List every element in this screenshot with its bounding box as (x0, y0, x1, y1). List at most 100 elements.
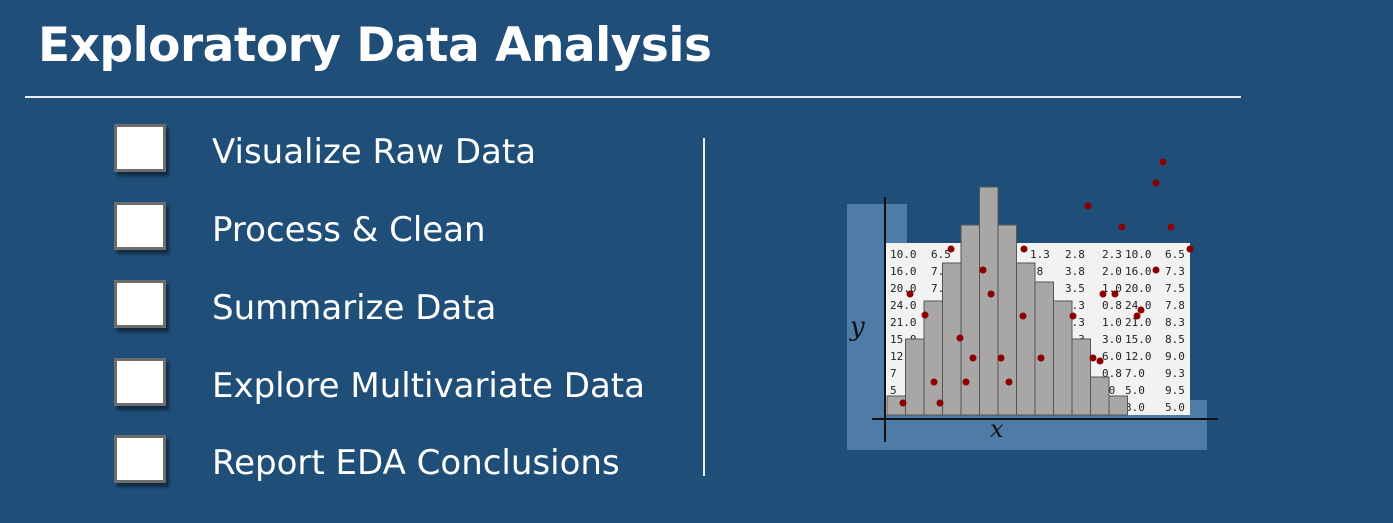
table-cell: 16.0 (1125, 265, 1152, 278)
checkbox[interactable] (114, 435, 166, 483)
table-cell: 10.0 (1125, 248, 1152, 261)
table-cell: 21.0 (890, 316, 917, 329)
table-cell: 7.5 (1165, 282, 1185, 295)
histogram-bar (1108, 395, 1128, 416)
table-cell: 6.0 (1102, 350, 1122, 363)
histogram-bar (1053, 300, 1073, 416)
histogram-bar (1090, 376, 1110, 416)
checkbox[interactable] (114, 124, 166, 172)
scatter-points (899, 158, 1194, 407)
scatter-point (956, 334, 964, 342)
scatter-point (997, 354, 1005, 362)
table-cell: 21.0 (1125, 316, 1152, 329)
table-cell: 7. (931, 282, 944, 295)
table-cell: 9.5 (1165, 384, 1185, 397)
histogram-bar (997, 224, 1017, 416)
table-cell: 7.8 (1165, 299, 1185, 312)
scatter-point (979, 266, 987, 274)
scatter-point (1005, 378, 1013, 386)
scatter-point (947, 245, 955, 253)
vertical-divider (703, 138, 705, 476)
table-cell: 3.5 (1065, 282, 1085, 295)
table-cell: 9.0 (1165, 350, 1185, 363)
scatter-point (1069, 312, 1077, 320)
histogram-bar (923, 300, 943, 416)
scatter-point (969, 354, 977, 362)
table-cell: 24.0 (1125, 299, 1152, 312)
histogram (886, 186, 1128, 416)
histogram-bar (1071, 338, 1091, 416)
scatter-point (1152, 266, 1160, 274)
checkbox[interactable] (114, 280, 166, 328)
table-cell: 2.0 (1102, 265, 1122, 278)
scatter-point (1186, 245, 1194, 253)
table-cell: 8.3 (1165, 316, 1185, 329)
scatter-point (1111, 290, 1119, 298)
scatter-point (987, 290, 995, 298)
table-cell: 9.3 (1165, 367, 1185, 380)
x-axis-label: x (990, 415, 1004, 443)
table-cell: 2.3 (1102, 248, 1122, 261)
checklist-item-process[interactable]: Process & Clean (112, 200, 672, 260)
scatter-point (899, 399, 907, 407)
checklist-item-report[interactable]: Report EDA Conclusions (112, 433, 672, 493)
scatter-point (1020, 245, 1028, 253)
scatter-point (962, 378, 970, 386)
scatter-point (1037, 354, 1045, 362)
table-cell: 7.0 (1125, 367, 1145, 380)
table-cell: 7. (931, 265, 944, 278)
checkbox[interactable] (114, 358, 166, 406)
histogram-bar (960, 224, 980, 416)
table-cell: 6.5 (1165, 248, 1185, 261)
scatter-point (1118, 223, 1126, 231)
table-cell: 10.0 (890, 248, 917, 261)
table-cell: 0.8 (1102, 299, 1122, 312)
checklist-label: Process & Clean (212, 210, 486, 250)
table-cell: 6.5 (931, 248, 951, 261)
table-cell: 5.0 (1125, 384, 1145, 397)
table-cell: 2.8 (1065, 248, 1085, 261)
checklist-label: Explore Multivariate Data (212, 366, 645, 406)
table-cell: 1.0 (1102, 316, 1122, 329)
histogram-bar (1016, 262, 1036, 416)
scatter-point (1167, 223, 1175, 231)
checklist-item-summarize[interactable]: Summarize Data (112, 278, 672, 338)
y-axis-label: y (849, 312, 865, 342)
scatter-point (936, 399, 944, 407)
table-cell: 7 (890, 367, 897, 380)
checklist-label: Report EDA Conclusions (212, 443, 620, 483)
table-cell: 20.0 (1125, 282, 1152, 295)
histogram-bar (979, 186, 999, 416)
scatter-point (1133, 312, 1141, 320)
table-cell: 8.5 (1165, 333, 1185, 346)
scatter-point (1096, 357, 1104, 365)
table-cell: 3.0 (1125, 401, 1145, 414)
scatter-point (906, 290, 914, 298)
table-cell: 5.0 (1165, 401, 1185, 414)
checklist-label: Visualize Raw Data (212, 132, 537, 172)
scatter-point (930, 378, 938, 386)
page-title: Exploratory Data Analysis (38, 18, 712, 73)
table-cell: 12.0 (1125, 350, 1152, 363)
table-cell: 3.8 (1065, 265, 1085, 278)
scatter-point (1089, 354, 1097, 362)
checkbox[interactable] (114, 202, 166, 250)
scatter-point (921, 311, 929, 319)
histogram-bar (905, 338, 925, 416)
data-table: 10.0 6.5 1.3 2.8 2.3 10.0 6.516.0 7. .8 3.8 2.0 16.… (890, 248, 1185, 414)
checklist-item-explore[interactable]: Explore Multivariate Data (112, 356, 672, 416)
table-cell: 24.0 (890, 299, 917, 312)
scatter-point (1159, 158, 1167, 166)
scatter-point (1084, 202, 1092, 210)
table-cell: 5 (890, 384, 897, 397)
scatter-point (1137, 306, 1145, 314)
histogram-bar (1034, 281, 1054, 416)
checklist-item-visualize[interactable]: Visualize Raw Data (112, 122, 672, 182)
title-divider (25, 96, 1241, 98)
scatter-point (1099, 290, 1107, 298)
eda-illustration: 10.0 6.5 1.3 2.8 2.3 10.0 6.516.0 7. .8 3.8 2.0 16.… (847, 158, 1218, 450)
scatter-point (1152, 179, 1160, 187)
table-cell: 16.0 (890, 265, 917, 278)
scatter-point (1019, 312, 1027, 320)
